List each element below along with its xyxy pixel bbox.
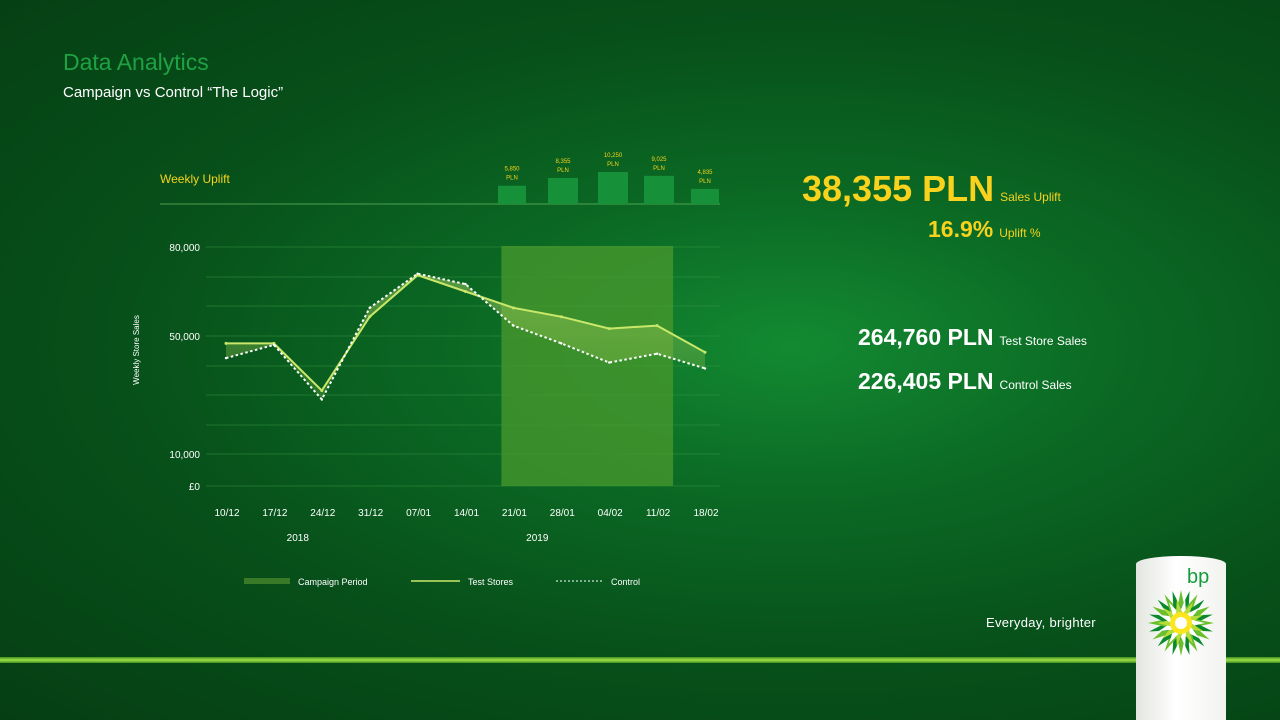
bar-data-label: 4,835 bbox=[697, 170, 713, 176]
point-control bbox=[368, 306, 371, 310]
point-test-stores bbox=[320, 389, 324, 393]
sales-uplift-label: Sales Uplift bbox=[1000, 190, 1061, 204]
point-control bbox=[464, 282, 467, 286]
page-subtitle: Campaign vs Control “The Logic” bbox=[63, 84, 284, 101]
test-sales-value: 264,760 PLN bbox=[858, 324, 994, 350]
kpi-sales-uplift: 38,355 PLN Sales Uplift bbox=[802, 168, 1061, 210]
point-test-stores bbox=[655, 324, 659, 328]
y-axis-title: Weekly Store Sales bbox=[132, 315, 141, 385]
point-test-stores bbox=[703, 350, 707, 354]
uplift-bar bbox=[498, 185, 526, 204]
bar-unit-label: PLN bbox=[506, 176, 518, 182]
control-sales-value: 226,405 PLN bbox=[858, 368, 994, 394]
bar-data-label: 5,850 bbox=[504, 167, 520, 173]
uplift-bar bbox=[548, 177, 578, 204]
point-control bbox=[560, 342, 563, 345]
point-control bbox=[608, 361, 611, 364]
bar-data-label: 8,355 bbox=[555, 159, 571, 165]
uplift-bar bbox=[644, 175, 674, 204]
bp-wordmark: bp bbox=[1187, 566, 1210, 588]
x-tick-label: 24/12 bbox=[310, 508, 335, 519]
uplift-bar bbox=[598, 172, 628, 204]
page-title: Data Analytics bbox=[63, 49, 209, 75]
control-sales-label: Control Sales bbox=[999, 378, 1072, 392]
point-control bbox=[655, 352, 659, 355]
x-tick-label: 10/12 bbox=[214, 508, 239, 519]
point-test-stores bbox=[368, 315, 372, 319]
point-control bbox=[320, 398, 323, 401]
bar-panel-title: Weekly Uplift bbox=[160, 172, 230, 186]
x-tick-label: 07/01 bbox=[406, 508, 431, 519]
bar-data-label: 10,250 bbox=[604, 153, 623, 159]
x-tick-label: 28/01 bbox=[550, 508, 575, 519]
legend-swatch-campaign bbox=[244, 578, 290, 584]
year-label: 2019 bbox=[526, 533, 549, 544]
helios-center bbox=[1175, 617, 1187, 629]
y-tick-label: 80,000 bbox=[169, 243, 200, 254]
uplift-area bbox=[226, 273, 705, 400]
bp-helios-icon bbox=[1148, 590, 1214, 656]
x-tick-label: 31/12 bbox=[358, 508, 383, 519]
point-test-stores bbox=[559, 315, 563, 319]
kpi-control-sales: 226,405 PLN Control Sales bbox=[858, 368, 1072, 395]
x-tick-label: 17/12 bbox=[262, 508, 287, 519]
uplift-pct-value: 16.9% bbox=[928, 216, 994, 242]
bar-unit-label: PLN bbox=[557, 168, 569, 174]
point-test-stores bbox=[224, 341, 228, 345]
x-tick-label: 18/02 bbox=[693, 508, 718, 519]
x-tick-label: 04/02 bbox=[598, 508, 623, 519]
brand-stripe bbox=[0, 657, 1280, 663]
uplift-pct-label: Uplift % bbox=[999, 226, 1041, 240]
helios-petal-inner bbox=[1175, 599, 1183, 615]
x-tick-label: 11/02 bbox=[646, 508, 671, 519]
y-tick-label: 50,000 bbox=[169, 332, 200, 343]
legend-label-campaign: Campaign Period bbox=[298, 577, 368, 587]
point-test-stores bbox=[511, 306, 515, 310]
y-tick-label: 10,000 bbox=[169, 450, 200, 461]
point-test-stores bbox=[607, 327, 611, 331]
legend-label-test: Test Stores bbox=[468, 577, 514, 587]
point-test-stores bbox=[464, 290, 467, 293]
x-tick-label: 21/01 bbox=[502, 508, 527, 519]
point-control bbox=[272, 343, 276, 347]
kpi-test-sales: 264,760 PLN Test Store Sales bbox=[858, 324, 1087, 351]
year-label: 2018 bbox=[287, 533, 310, 544]
legend-label-control: Control bbox=[611, 577, 640, 587]
bar-data-label: 9,025 bbox=[651, 157, 667, 163]
sales-uplift-value: 38,355 PLN bbox=[802, 168, 995, 209]
point-control bbox=[224, 356, 228, 360]
series-line-control bbox=[225, 272, 706, 402]
bar-unit-label: PLN bbox=[699, 179, 711, 185]
y-tick-label: £0 bbox=[189, 482, 201, 493]
bar-unit-label: PLN bbox=[607, 162, 619, 168]
brand-tagline: Everyday, brighter bbox=[986, 615, 1096, 630]
helios-petal-inner bbox=[1190, 619, 1205, 627]
test-sales-label: Test Store Sales bbox=[999, 334, 1087, 348]
bar-unit-label: PLN bbox=[653, 166, 665, 172]
campaign-period-band bbox=[501, 246, 674, 486]
kpi-uplift-pct: 16.9% Uplift % bbox=[928, 216, 1041, 243]
helios-petal-inner bbox=[1175, 631, 1183, 647]
point-control bbox=[512, 324, 515, 327]
point-control bbox=[703, 367, 707, 370]
uplift-bar bbox=[691, 188, 719, 204]
x-tick-label: 14/01 bbox=[454, 508, 479, 519]
helios-petal-inner bbox=[1157, 619, 1172, 627]
point-control bbox=[416, 272, 419, 275]
